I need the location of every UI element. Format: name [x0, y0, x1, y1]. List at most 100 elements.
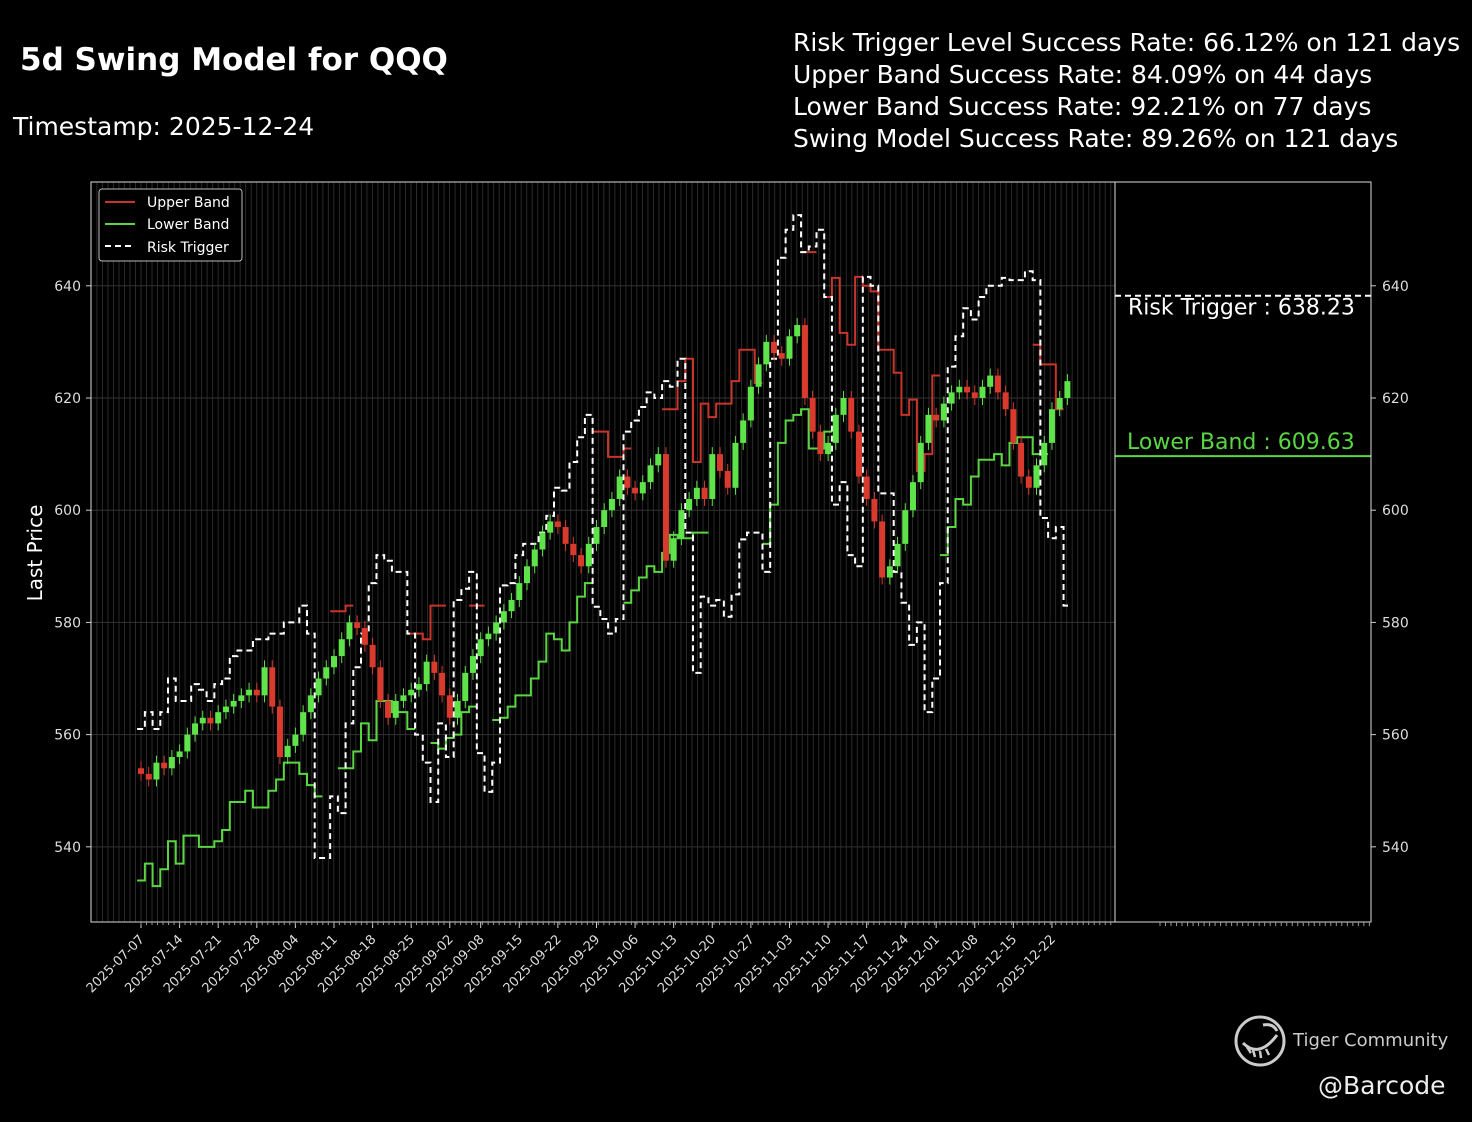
candle-up — [910, 482, 916, 511]
y-tick-label: 600 — [54, 503, 81, 519]
candle-down — [361, 628, 368, 645]
candle-up — [832, 414, 839, 443]
candle-down — [778, 353, 785, 359]
candle-down — [431, 661, 438, 673]
y-tick-label-right: 540 — [1382, 840, 1409, 856]
band-lines — [137, 214, 1072, 888]
plot-frame — [90, 181, 1116, 923]
candle-up — [1048, 409, 1055, 443]
candle-up — [346, 622, 353, 640]
candle-up — [238, 695, 245, 701]
candle-up — [647, 465, 654, 483]
candle-down — [570, 543, 577, 556]
candle-up — [331, 656, 337, 668]
stat-upper-band: Upper Band Success Rate: 84.09% on 44 da… — [793, 60, 1373, 89]
candle-up — [616, 476, 623, 499]
candle-down — [817, 431, 824, 455]
candle-up — [1033, 465, 1040, 488]
candle-up — [786, 336, 793, 359]
y-tick-label: 560 — [54, 728, 81, 744]
stat-swing-model: Swing Model Success Rate: 89.26% on 121 … — [793, 124, 1399, 153]
candle-down — [848, 397, 855, 432]
candle-down — [446, 695, 453, 718]
candle-down — [1025, 476, 1032, 488]
tiger-logo-icon — [1234, 1015, 1286, 1067]
candle-down — [253, 689, 260, 696]
candle-up — [979, 386, 986, 398]
y-tick-label-right: 580 — [1382, 615, 1409, 631]
candle-up — [539, 532, 546, 550]
candle-up — [925, 414, 932, 443]
candle-up — [323, 667, 330, 679]
candle-down — [562, 527, 569, 544]
candle-up — [1041, 442, 1048, 466]
candle-up — [740, 420, 747, 443]
candle-up — [670, 538, 677, 561]
success-rate-stats: Risk Trigger Level Success Rate: 66.12% … — [793, 27, 1460, 155]
current-levels-panel: Risk Trigger : 638.23 Lower Band : 609.63 — [1115, 294, 1371, 458]
candle-down — [994, 375, 1001, 393]
candle-down — [871, 498, 878, 522]
candle-up — [222, 706, 229, 713]
candle-down — [879, 521, 886, 578]
candle-up — [639, 482, 646, 494]
candle-down — [701, 487, 708, 499]
candle-up — [176, 751, 183, 758]
candle-up — [593, 527, 600, 544]
y-tick-label-right: 620 — [1382, 391, 1409, 407]
gridlines — [91, 182, 1115, 922]
candle-down — [863, 476, 870, 499]
candle-up — [987, 375, 994, 387]
candle-up — [709, 454, 716, 499]
candle-up — [454, 700, 461, 718]
candle-down — [385, 700, 392, 718]
legend-lower-band: Lower Band — [147, 217, 229, 233]
candle-up — [500, 611, 507, 623]
candle-up — [338, 639, 345, 657]
y-tick-label: 540 — [54, 840, 81, 856]
candle-down — [855, 431, 862, 477]
candle-up — [1064, 381, 1071, 398]
candle-up — [940, 403, 947, 421]
candle-down — [145, 773, 152, 780]
candle-up — [840, 397, 847, 415]
candle-up — [392, 700, 399, 718]
candle-up — [153, 762, 160, 780]
candlesticks — [138, 318, 1071, 787]
legend-risk-trigger: Risk Trigger — [147, 240, 229, 256]
candle-up — [184, 734, 191, 752]
candle-down — [662, 454, 669, 561]
stat-lower-band: Lower Band Success Rate: 92.21% on 77 da… — [793, 92, 1372, 121]
candle-up — [469, 656, 476, 673]
candle-down — [377, 667, 384, 701]
lower-band-level-label: Lower Band : 609.63 — [1127, 430, 1355, 455]
candle-up — [686, 498, 693, 511]
candle-up — [408, 689, 415, 696]
candle-up — [531, 549, 538, 567]
candle-down — [717, 454, 723, 471]
candle-down — [1002, 392, 1009, 410]
candle-up — [400, 695, 407, 701]
candle-up — [678, 510, 685, 539]
y-tick-label: 640 — [54, 279, 81, 295]
legend-upper-band: Upper Band — [147, 195, 230, 211]
candle-up — [292, 734, 299, 746]
candle-up — [307, 695, 314, 713]
stat-risk-trigger: Risk Trigger Level Success Rate: 66.12% … — [793, 28, 1461, 57]
series-risk-trigger — [137, 214, 1072, 860]
y-tick-label-right: 600 — [1382, 503, 1409, 519]
candle-up — [1056, 397, 1063, 410]
candle-down — [1018, 442, 1025, 477]
candle-up — [825, 442, 832, 455]
candle-down — [964, 386, 971, 393]
candle-up — [956, 386, 963, 393]
candle-down — [276, 706, 283, 758]
candle-up — [693, 487, 700, 499]
candle-up — [485, 633, 492, 640]
candle-up — [477, 639, 484, 657]
candle-down — [632, 487, 639, 494]
y-tick-label: 580 — [54, 615, 81, 631]
watermark: Tiger Community — [1233, 1013, 1453, 1068]
candle-up — [755, 364, 762, 387]
